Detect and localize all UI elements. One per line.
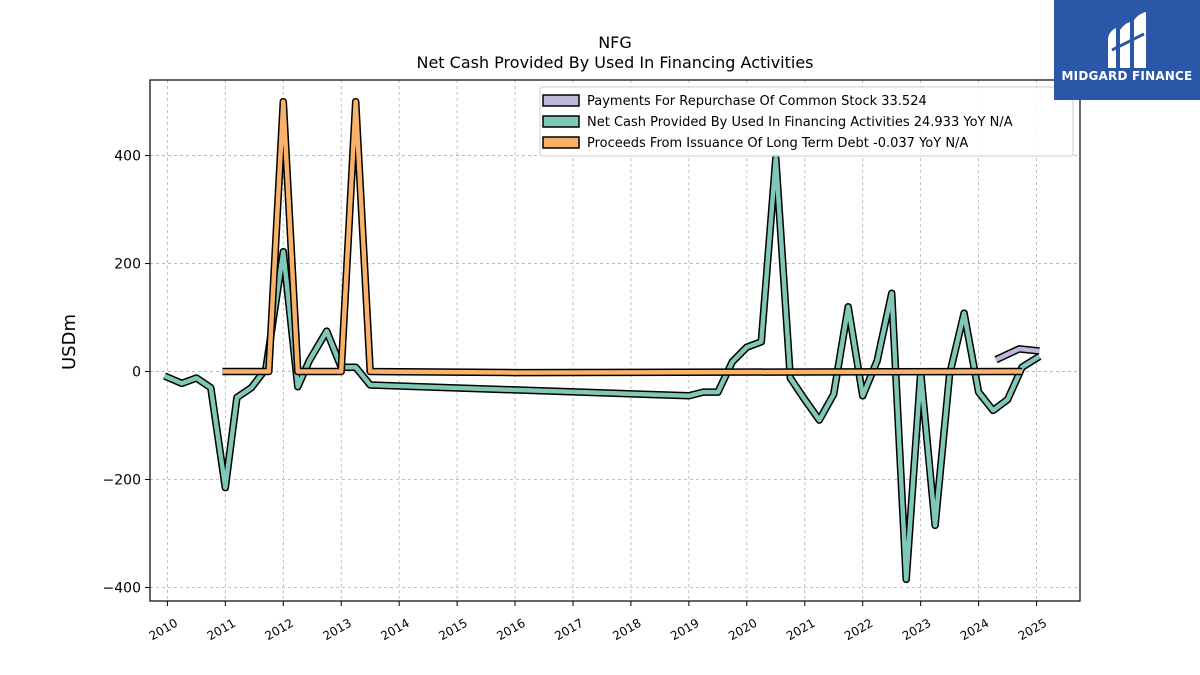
legend-entry: Proceeds From Issuance Of Long Term Debt… — [587, 136, 968, 151]
y-axis: −400 −200 0 200 400 — [103, 149, 150, 597]
y-tick-label: 400 — [114, 149, 141, 165]
logo-text: MIDGARD FINANCE — [1061, 69, 1193, 83]
x-tick-label: 2023 — [900, 616, 933, 643]
x-tick-label: 2014 — [378, 616, 411, 643]
x-tick-label: 2024 — [958, 616, 991, 643]
x-tick-label: 2019 — [668, 616, 701, 643]
legend-swatch — [542, 115, 580, 128]
midgard-logo-icon — [1108, 12, 1146, 68]
y-tick-label: 0 — [132, 365, 141, 381]
y-tick-label: −400 — [103, 581, 141, 597]
x-tick-label: 2017 — [552, 616, 585, 643]
y-tick-label: −200 — [103, 473, 141, 489]
x-tick-label: 2013 — [320, 616, 353, 643]
x-tick-label: 2012 — [263, 616, 296, 643]
plot-frame — [149, 79, 1081, 602]
legend-entry: Payments For Repurchase Of Common Stock … — [587, 94, 927, 109]
y-axis-label: USDm — [59, 314, 80, 370]
x-tick-label: 2025 — [1016, 616, 1049, 643]
brand-logo: MIDGARD FINANCE — [1054, 0, 1200, 100]
series-layer — [163, 97, 1042, 584]
series-line — [222, 99, 1023, 375]
x-axis: 2010 2011 2012 2013 2014 2015 2016 2017 2018 2019… — [147, 601, 1049, 643]
legend-entry: Net Cash Provided By Used In Financing A… — [587, 115, 1013, 130]
x-tick-label: 2021 — [784, 616, 817, 643]
series-line — [995, 346, 1040, 362]
x-tick-label: 2015 — [436, 616, 469, 643]
x-tick-label: 2016 — [494, 616, 527, 643]
x-tick-label: 2018 — [610, 616, 643, 643]
y-tick-label: 200 — [114, 257, 141, 273]
legend-swatch — [542, 136, 580, 149]
legend-box — [539, 86, 1074, 157]
chart-subtitle: Net Cash Provided By Used In Financing A… — [416, 53, 813, 72]
x-tick-label: 2010 — [147, 616, 180, 643]
x-tick-label: 2022 — [842, 616, 875, 643]
legend-swatch — [542, 94, 580, 107]
legend: Payments For Repurchase Of Common Stock … — [539, 86, 1074, 157]
series-line — [163, 156, 1041, 582]
chart-title: NFG — [598, 33, 632, 52]
x-tick-label: 2011 — [205, 616, 238, 643]
x-tick-label: 2020 — [726, 616, 759, 643]
